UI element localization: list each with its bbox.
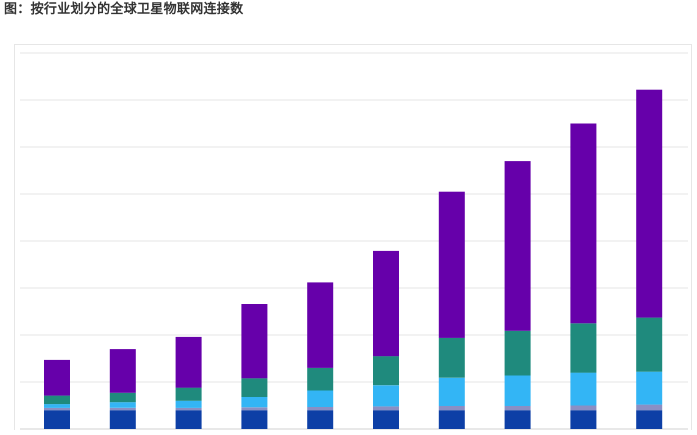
bar-segment-series-1 xyxy=(109,410,136,429)
bar-segment-series-4 xyxy=(570,323,597,373)
bar-stack xyxy=(44,359,70,429)
bar-segment-series-2 xyxy=(373,406,399,411)
bar-segment-series-1 xyxy=(373,410,399,429)
bar-segment-series-3 xyxy=(373,385,399,407)
bar-segment-series-5 xyxy=(504,161,531,331)
bar-stack xyxy=(241,304,268,429)
bar-stack xyxy=(109,349,136,429)
bar-segment-series-2 xyxy=(44,407,70,411)
bar-segment-series-3 xyxy=(109,402,136,408)
bar-segment-series-4 xyxy=(373,356,399,386)
bar-segment-series-4 xyxy=(109,392,136,403)
bar-segment-series-4 xyxy=(504,330,531,376)
bar-stack xyxy=(175,336,202,429)
bar-stack xyxy=(636,89,663,429)
bar-segment-series-5 xyxy=(44,359,70,396)
bar-segment-series-2 xyxy=(636,404,663,411)
bar-segment-series-1 xyxy=(241,410,268,429)
bar-segment-series-5 xyxy=(241,304,268,379)
bar-segment-series-1 xyxy=(307,410,334,429)
bar-segment-series-4 xyxy=(438,337,465,378)
bar-stack xyxy=(307,282,334,429)
bar-segment-series-1 xyxy=(570,410,597,429)
bar-segment-series-4 xyxy=(44,395,70,405)
bar-stack xyxy=(373,250,399,429)
bar-stack xyxy=(504,161,531,429)
chart-frame xyxy=(14,44,692,430)
bar-segment-series-2 xyxy=(175,407,202,411)
stacked-bar-chart xyxy=(20,52,688,430)
bar-segment-series-5 xyxy=(109,349,136,393)
bar-segment-series-1 xyxy=(504,410,531,429)
bar-segment-series-1 xyxy=(175,410,202,429)
bar-segment-series-2 xyxy=(241,407,268,411)
bar-segment-series-5 xyxy=(175,336,202,388)
bar-segment-series-4 xyxy=(175,387,202,401)
bar-segment-series-3 xyxy=(570,372,597,406)
bar-segment-series-3 xyxy=(241,397,268,408)
bar-segment-series-3 xyxy=(175,400,202,408)
bar-segment-series-4 xyxy=(636,317,663,372)
bar-segment-series-2 xyxy=(570,405,597,411)
bar-segment-series-2 xyxy=(109,407,136,411)
bar-segment-series-3 xyxy=(44,404,70,408)
chart-title: 图：按行业划分的全球卫星物联网连接数 xyxy=(4,2,244,17)
bar-segment-series-5 xyxy=(636,89,663,318)
bar-segment-series-1 xyxy=(636,410,663,429)
bar-segment-series-2 xyxy=(438,406,465,411)
bar-segment-series-4 xyxy=(307,367,334,391)
bar-segment-series-5 xyxy=(570,123,597,324)
bar-segment-series-3 xyxy=(636,371,663,405)
bar-segment-series-1 xyxy=(438,410,465,429)
bar-segment-series-3 xyxy=(504,375,531,406)
bar-segment-series-4 xyxy=(241,378,268,397)
bar-stack xyxy=(570,123,597,429)
bar-segment-series-5 xyxy=(373,250,399,357)
bar-segment-series-5 xyxy=(438,191,465,338)
bar-segment-series-3 xyxy=(307,390,334,407)
bar-segment-series-2 xyxy=(307,406,334,411)
bar-segment-series-2 xyxy=(504,406,531,411)
bar-segment-series-5 xyxy=(307,282,334,368)
bar-stack xyxy=(438,191,465,429)
bar-segment-series-3 xyxy=(438,377,465,406)
bar-segment-series-1 xyxy=(44,410,70,429)
